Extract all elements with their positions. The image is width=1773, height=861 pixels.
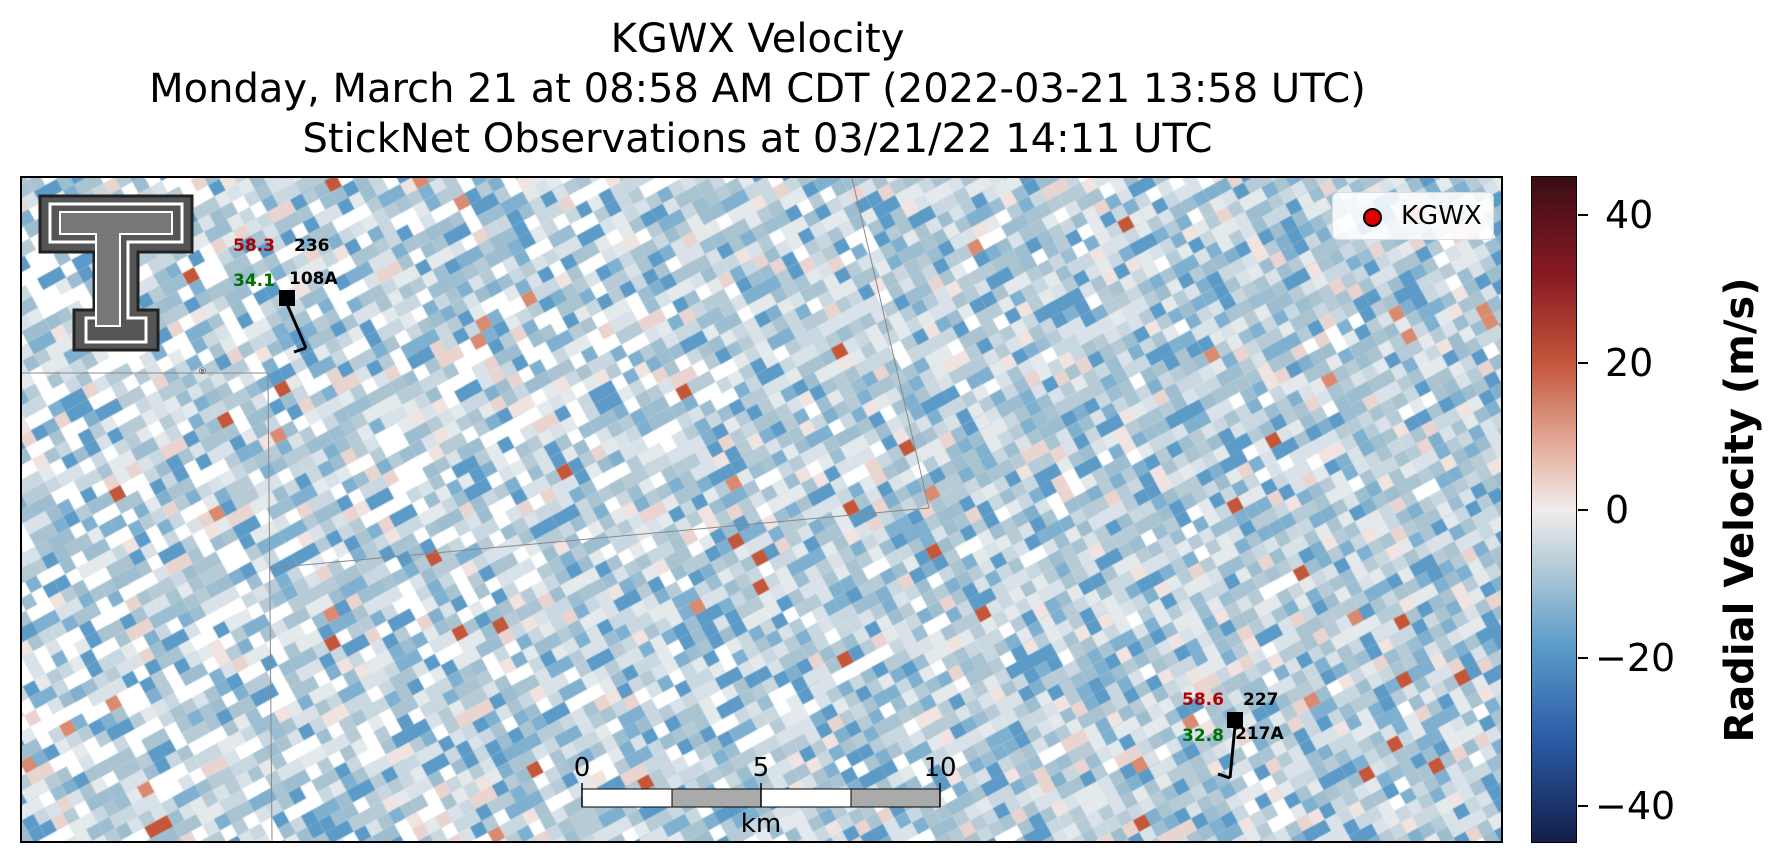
velocity-colorbar	[1531, 176, 1577, 843]
colorbar-tick-label: 20	[1605, 341, 1654, 385]
station-108a-marker	[279, 290, 308, 354]
map-subtitle-observations: StickNet Observations at 03/21/22 14:11 …	[302, 116, 1213, 162]
scale-bar-label-5: 5	[752, 753, 770, 783]
colorbar-tick-label: 40	[1605, 193, 1654, 237]
colorbar-tick	[1578, 362, 1588, 364]
map-overlay: ®	[22, 178, 1243, 841]
texas-tech-logo: ®	[38, 194, 207, 377]
station-temperature: 58.6	[1182, 690, 1224, 710]
colorbar-tick-label: 0	[1605, 488, 1630, 532]
station-id: 108A	[289, 269, 338, 289]
station-temperature: 58.3	[233, 236, 275, 256]
colorbar-tick	[1578, 509, 1588, 511]
colorbar-tick	[1578, 214, 1588, 216]
radar-map[interactable]: ® 58.3 236 34.1 108A 58.6 227 32.8	[20, 176, 1503, 843]
map-subtitle-time: Monday, March 21 at 08:58 AM CDT (2022-0…	[149, 66, 1366, 112]
station-id: 217A	[1235, 724, 1284, 744]
station-dewpoint: 34.1	[233, 271, 275, 291]
scale-bar-label-0: 0	[573, 753, 591, 783]
station-pressure: 227	[1243, 690, 1279, 710]
county-line	[22, 372, 273, 841]
registered-mark: ®	[198, 367, 207, 377]
county-line	[269, 178, 930, 569]
colorbar-tick-label: −40	[1595, 784, 1676, 828]
legend-label: KGWX	[1401, 201, 1482, 231]
scale-bar	[581, 783, 941, 808]
colorbar-tick	[1578, 657, 1588, 659]
station-pressure: 236	[294, 236, 330, 256]
map-title: KGWX Velocity	[610, 16, 905, 62]
colorbar-tick-label: −20	[1595, 636, 1676, 680]
radar-site-marker-icon	[1363, 208, 1382, 227]
colorbar-label: Radial Velocity (m/s)	[1717, 277, 1763, 743]
scale-bar-unit: km	[740, 809, 782, 839]
station-217a-marker	[1217, 712, 1243, 780]
map-legend: KGWX	[1332, 192, 1494, 240]
colorbar-tick	[1578, 805, 1588, 807]
station-dewpoint: 32.8	[1182, 726, 1224, 746]
scale-bar-label-10: 10	[923, 753, 957, 783]
radar-velocity-field	[22, 178, 1501, 841]
county-boundaries	[22, 178, 930, 841]
